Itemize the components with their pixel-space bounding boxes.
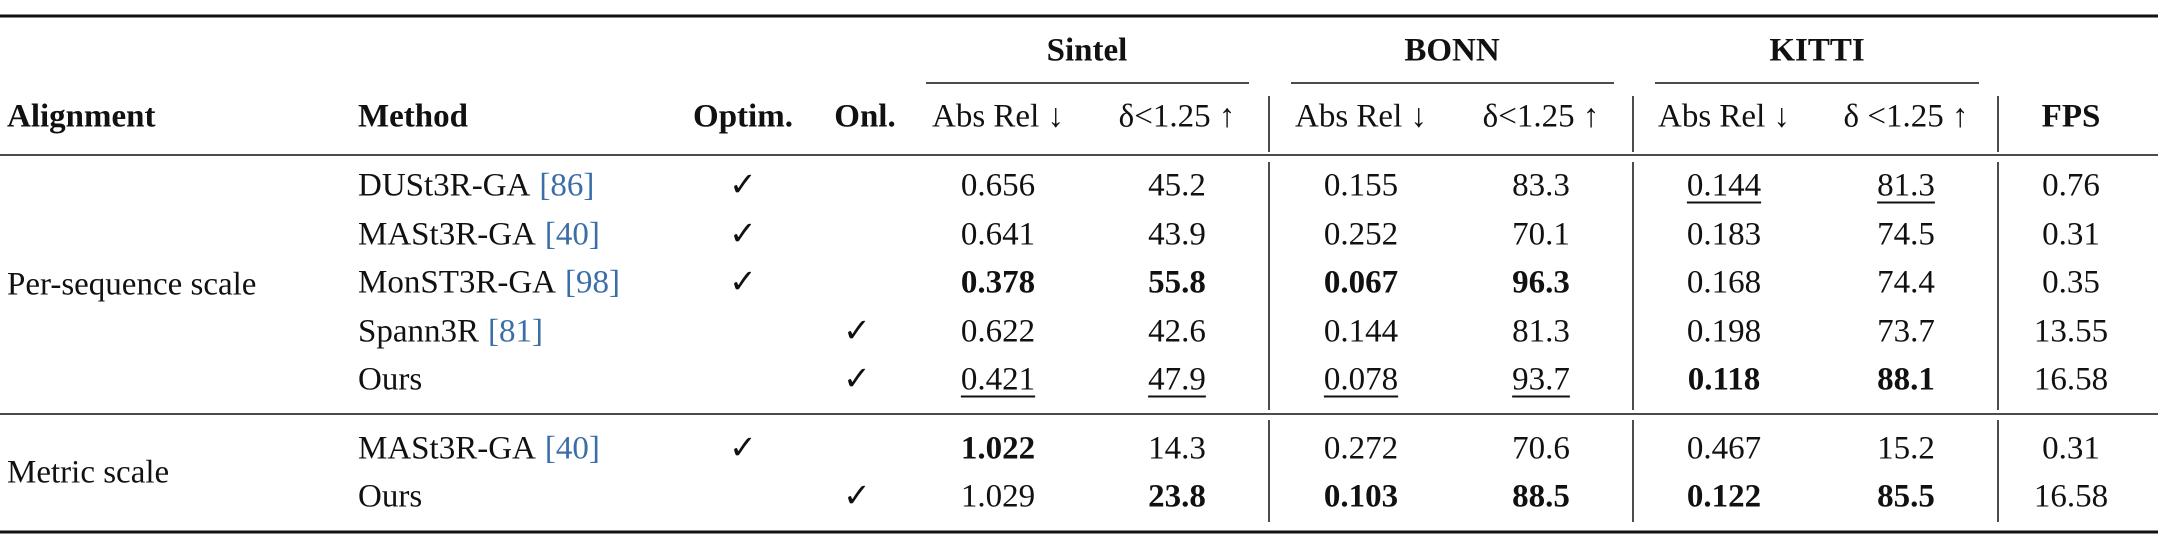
column-header: Abs Rel ↓ xyxy=(1658,98,1790,135)
method-name: Spann3R [81] xyxy=(358,315,543,348)
check-optim: ✓ xyxy=(729,430,757,467)
value-cell: 16.58 xyxy=(2033,478,2109,515)
value-cell: 96.3 xyxy=(1512,264,1570,301)
value-cell: 0.183 xyxy=(1686,216,1762,252)
method-text: MASt3R-GA xyxy=(358,430,536,467)
header-online: Onl. xyxy=(834,98,896,135)
value-cell: 0.656 xyxy=(960,167,1036,204)
value-cell: 16.58 xyxy=(2033,361,2109,398)
value-cell: 13.55 xyxy=(2033,313,2109,349)
value-cell: 1.022 xyxy=(960,430,1036,467)
value-cell: 47.9 xyxy=(1148,361,1206,398)
value-cell: 0.118 xyxy=(1687,361,1761,398)
method-name: MonST3R-GA [98] xyxy=(358,264,621,301)
header-fps: FPS xyxy=(2041,98,2101,135)
value-cell: 70.6 xyxy=(1512,430,1570,467)
value-cell: 0.76 xyxy=(2042,167,2100,204)
value-cell: 14.3 xyxy=(1148,430,1206,467)
check-online: ✓ xyxy=(843,361,871,398)
value-cell: 0.622 xyxy=(960,313,1036,349)
value-cell: 0.421 xyxy=(960,361,1036,398)
column-header: δ <1.25 ↑ xyxy=(1843,98,1969,135)
header-method: Method xyxy=(358,98,468,135)
check-optim: ✓ xyxy=(729,167,757,204)
value-cell: 42.6 xyxy=(1148,313,1206,349)
value-cell: 0.078 xyxy=(1323,361,1399,398)
column-header: Abs Rel ↓ xyxy=(1295,98,1427,135)
check-optim: ✓ xyxy=(729,264,757,301)
value-cell: 0.198 xyxy=(1686,313,1762,349)
value-cell: 73.7 xyxy=(1877,313,1935,349)
value-cell: 88.1 xyxy=(1877,361,1935,398)
value-cell: 43.9 xyxy=(1148,216,1206,252)
header-alignment: Alignment xyxy=(7,98,156,135)
value-cell: 74.4 xyxy=(1877,264,1935,301)
value-cell: 0.122 xyxy=(1686,478,1762,515)
value-cell: 93.7 xyxy=(1512,361,1570,398)
value-cell: 0.067 xyxy=(1323,264,1399,301)
value-cell: 23.8 xyxy=(1148,478,1206,515)
citation: [81] xyxy=(488,313,543,349)
citation: [98] xyxy=(565,264,621,301)
method-text: MonST3R-GA xyxy=(358,264,557,301)
citation: [40] xyxy=(544,216,600,252)
value-cell: 0.144 xyxy=(1686,167,1762,204)
value-cell: 74.5 xyxy=(1877,216,1935,252)
value-cell: 55.8 xyxy=(1148,264,1206,301)
check-optim: ✓ xyxy=(729,216,757,252)
group-name: Sintel xyxy=(1046,32,1128,69)
value-cell: 0.378 xyxy=(960,264,1036,301)
value-cell: 0.35 xyxy=(2042,264,2100,301)
value-cell: 0.144 xyxy=(1323,313,1399,349)
column-header: δ<1.25 ↑ xyxy=(1482,98,1600,135)
method-name: MASt3R-GA [40] xyxy=(358,430,600,467)
value-cell: 0.272 xyxy=(1323,430,1399,467)
value-cell: 70.1 xyxy=(1512,216,1570,252)
check-online: ✓ xyxy=(843,313,871,349)
value-cell: 0.103 xyxy=(1323,478,1399,515)
value-cell: 15.2 xyxy=(1877,430,1935,467)
value-cell: 0.168 xyxy=(1686,264,1762,301)
method-name: Ours xyxy=(358,361,423,398)
value-cell: 45.2 xyxy=(1148,167,1206,204)
value-cell: 85.5 xyxy=(1877,478,1935,515)
column-header: δ<1.25 ↑ xyxy=(1118,98,1236,135)
method-text: MASt3R-GA xyxy=(358,216,536,252)
citation: [86] xyxy=(539,167,595,204)
method-name: Ours xyxy=(358,478,423,515)
method-text: DUSt3R-GA xyxy=(358,167,531,204)
method-text: Spann3R xyxy=(358,313,480,349)
method-name: MASt3R-GA [40] xyxy=(358,218,600,251)
value-cell: 83.3 xyxy=(1512,167,1570,204)
group-name: BONN xyxy=(1404,32,1500,69)
value-cell: 0.31 xyxy=(2042,430,2100,467)
value-cell: 88.5 xyxy=(1512,478,1570,515)
value-cell: 81.3 xyxy=(1877,167,1935,204)
value-cell: 0.467 xyxy=(1686,430,1762,467)
header-optim: Optim. xyxy=(693,98,793,135)
column-dividers xyxy=(1268,96,1999,522)
alignment-label: Per-sequence scale xyxy=(7,266,257,302)
value-cell: 0.155 xyxy=(1323,167,1399,204)
value-cell: 81.3 xyxy=(1512,313,1570,349)
method-name: DUSt3R-GA [86] xyxy=(358,167,595,204)
value-cell: 0.252 xyxy=(1323,216,1399,252)
citation: [40] xyxy=(544,430,600,467)
check-online: ✓ xyxy=(843,478,871,515)
value-cell: 0.31 xyxy=(2042,216,2100,252)
value-cell: 0.641 xyxy=(960,216,1036,252)
value-cell: 1.029 xyxy=(960,478,1036,515)
alignment-label: Metric scale xyxy=(7,454,170,491)
group-name: KITTI xyxy=(1769,32,1865,69)
column-header: Abs Rel ↓ xyxy=(932,98,1064,135)
